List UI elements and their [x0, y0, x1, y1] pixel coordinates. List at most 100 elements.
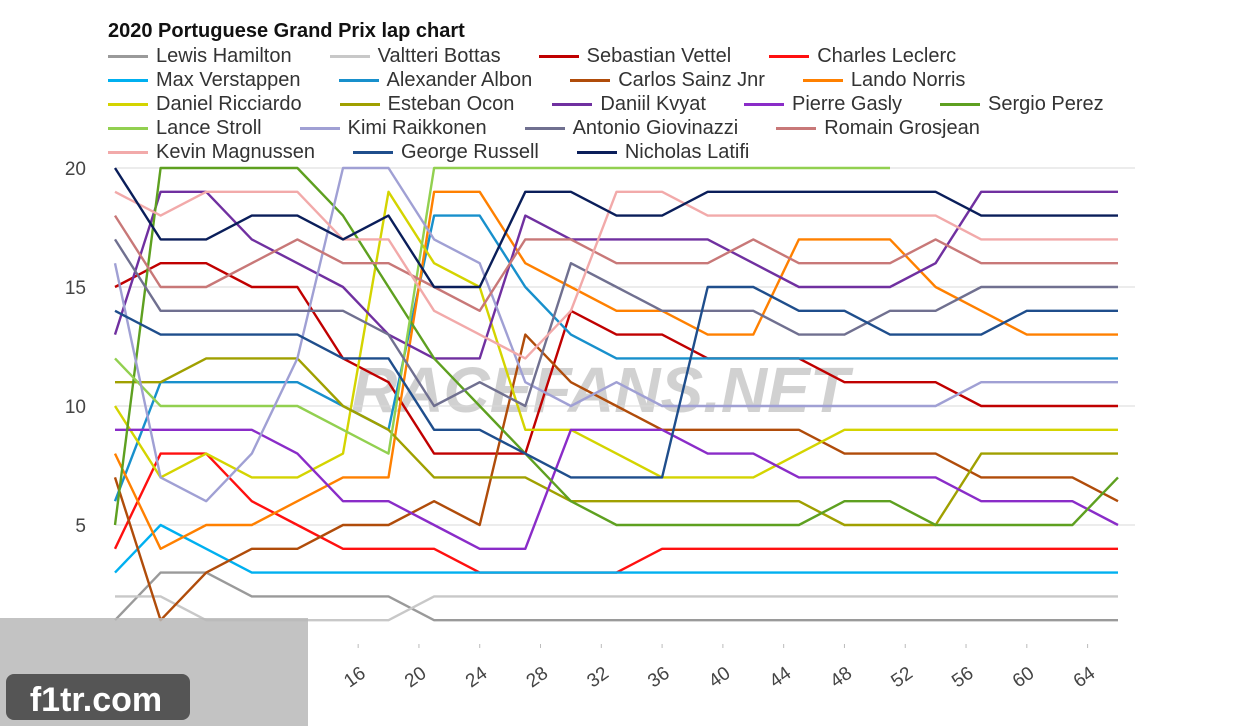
legend-item: Max Verstappen [108, 68, 301, 92]
series-line [113, 238, 1118, 408]
legend-label: Alexander Albon [386, 68, 533, 91]
x-tick-label: 52 [887, 663, 916, 692]
legend-label: Nicholas Latifi [624, 140, 750, 163]
legend-item: Lance Stroll [108, 116, 262, 140]
series-line [115, 595, 1118, 622]
legend-swatch [576, 150, 617, 154]
legend-swatch [538, 54, 579, 58]
legend-label: Esteban Ocon [387, 92, 515, 115]
legend-item: Kevin Magnussen [108, 140, 315, 164]
legend-swatch [524, 126, 565, 130]
legend-swatch [570, 78, 611, 82]
legend-label: Lance Stroll [156, 116, 262, 139]
legend-item: Lewis Hamilton [108, 44, 292, 68]
watermark: f1tr.com [30, 681, 162, 719]
series-line [113, 166, 1119, 527]
legend-swatch [108, 78, 148, 82]
x-tick-label: 48 [827, 663, 856, 692]
legend-swatch [940, 102, 981, 106]
legend-swatch [108, 126, 148, 130]
x-tick-label: 60 [1009, 663, 1038, 692]
legend: Lewis Hamilton Valtteri Bottas Sebastian V… [108, 44, 1128, 164]
legend-item: Daniil Kvyat [552, 92, 706, 116]
series-line [114, 523, 1118, 574]
x-tick-label: 16 [340, 663, 369, 692]
legend-label: George Russell [400, 140, 539, 163]
legend-swatch [776, 126, 817, 130]
legend-swatch [339, 102, 380, 106]
legend-swatch [108, 102, 148, 106]
legend-label: Max Verstappen [156, 68, 301, 91]
series-line [113, 214, 1118, 312]
legend-item: George Russell [352, 140, 539, 164]
legend-item: Pierre Gasly [743, 92, 903, 116]
y-tick-label: 15 [65, 278, 86, 299]
legend-item: Sergio Perez [940, 92, 1104, 116]
legend-swatch [743, 102, 784, 106]
legend-label: Daniil Kvyat [600, 92, 706, 115]
y-tick-label: 20 [65, 159, 86, 180]
series-line [114, 285, 1118, 479]
chart-title: 2020 Portuguese Grand Prix lap chart [108, 20, 465, 42]
watermark-badge [6, 674, 190, 720]
x-tick-label: 28 [523, 663, 552, 692]
series-line [113, 214, 1118, 502]
legend-swatch [329, 54, 370, 58]
legend-swatch [108, 54, 148, 58]
legend-item: Daniel Ricciardo [108, 92, 302, 116]
x-tick-label: 64 [1070, 663, 1100, 693]
x-tick-label: 24 [462, 663, 492, 693]
legend-label: Romain Grosjean [824, 116, 980, 139]
legend-item: Carlos Sainz Jnr [570, 68, 765, 92]
legend-label: Sergio Perez [988, 92, 1104, 115]
legend-item: Alexander Albon [338, 68, 533, 92]
legend-swatch [352, 150, 393, 154]
legend-item: Esteban Ocon [339, 92, 515, 116]
legend-label: Charles Leclerc [817, 44, 957, 67]
legend-label: Kevin Magnussen [156, 140, 315, 163]
legend-label: Lando Norris [850, 68, 966, 91]
legend-label: Lewis Hamilton [156, 44, 292, 67]
legend-item: Valtteri Bottas [329, 44, 501, 68]
legend-label: Daniel Ricciardo [156, 92, 302, 115]
legend-item: Antonio Giovinazzi [524, 116, 739, 140]
series-line [114, 571, 1118, 622]
series-line [113, 190, 1118, 479]
series-line [114, 262, 1118, 455]
legend-item: Sebastian Vettel [538, 44, 732, 68]
x-tick-label: 20 [401, 663, 430, 692]
x-tick-label: 32 [583, 663, 612, 692]
legend-swatch [108, 150, 148, 154]
series-line [113, 167, 1118, 289]
legend-item: Charles Leclerc [769, 44, 956, 68]
legend-swatch [299, 126, 340, 130]
legend-item: Lando Norris [802, 68, 966, 92]
legend-label: Carlos Sainz Jnr [618, 68, 765, 91]
legend-label: Sebastian Vettel [586, 44, 732, 67]
x-tick-label: 36 [644, 663, 673, 692]
legend-label: Pierre Gasly [791, 92, 903, 115]
legend-label: Kimi Raikkonen [347, 116, 487, 139]
legend-swatch [802, 78, 843, 82]
series-line [115, 428, 1119, 550]
x-tick-label: 44 [766, 663, 796, 693]
y-tick-label: 5 [75, 516, 86, 537]
legend-item: Romain Grosjean [776, 116, 980, 140]
series-line [115, 357, 1118, 527]
series-line [113, 166, 1118, 503]
x-tick-label: 56 [948, 663, 977, 692]
series-line [113, 333, 1119, 622]
series-line [114, 166, 890, 455]
legend-label: Antonio Giovinazzi [572, 116, 739, 139]
legend-item: Kimi Raikkonen [299, 116, 487, 140]
series-line [113, 190, 1118, 550]
series-line [114, 190, 1118, 360]
legend-item: Nicholas Latifi [576, 140, 750, 164]
legend-swatch [552, 102, 593, 106]
legend-swatch [338, 78, 379, 82]
y-tick-label: 10 [65, 397, 86, 418]
legend-swatch [769, 54, 810, 58]
